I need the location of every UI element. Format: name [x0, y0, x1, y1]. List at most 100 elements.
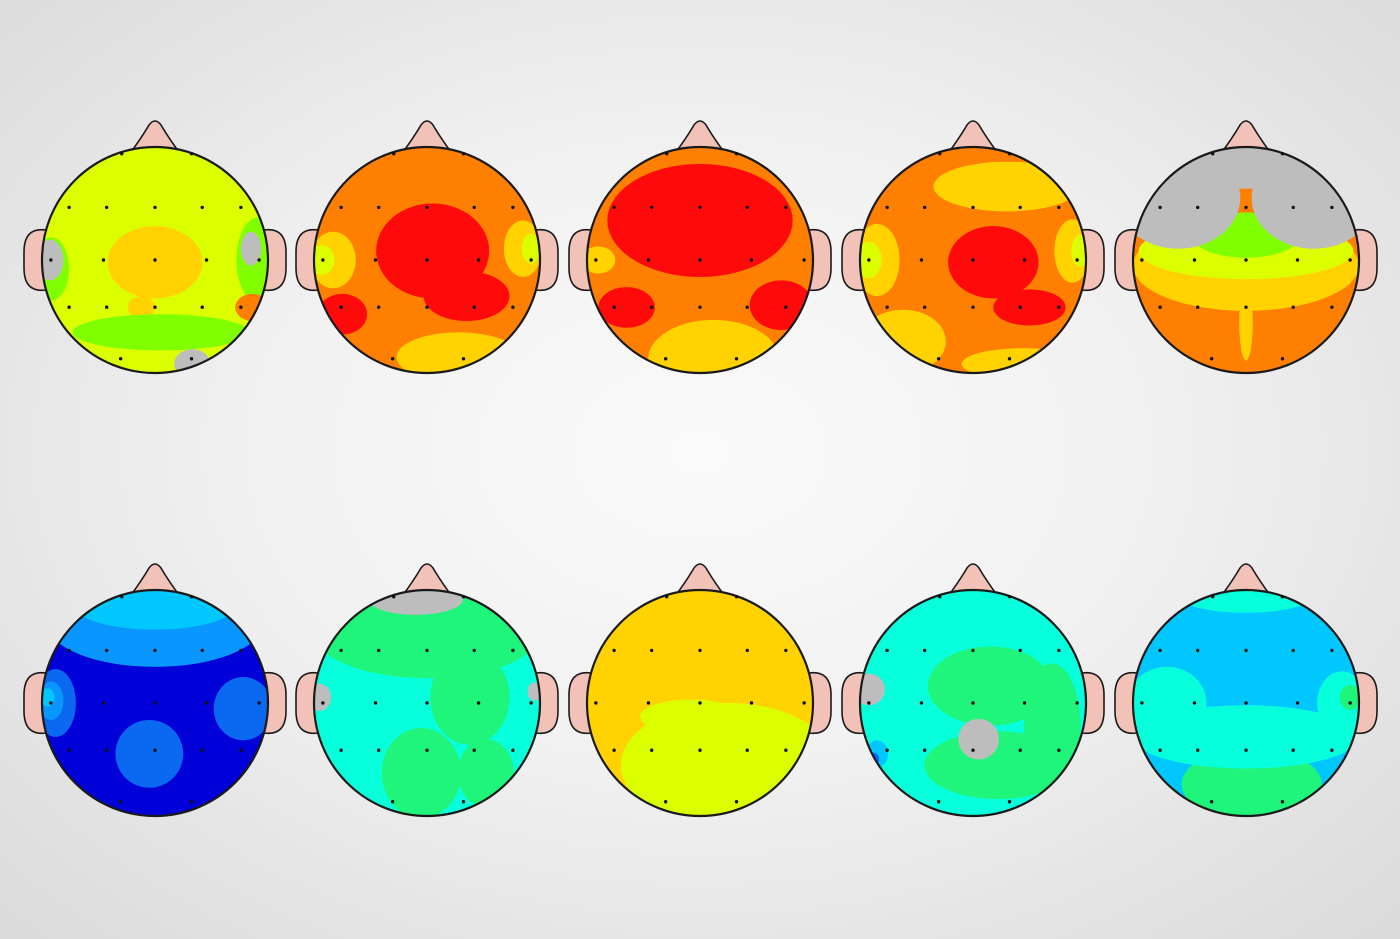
electrode-dot: [376, 648, 381, 653]
activity-region: [430, 649, 510, 745]
electrode-dot: [698, 305, 702, 309]
electrode-dot: [784, 205, 788, 210]
activity-region: [1339, 684, 1359, 710]
electrode-dot: [461, 152, 466, 156]
electrode-dot: [1291, 648, 1295, 653]
electrode-dot: [339, 205, 343, 210]
electrode-dot: [118, 357, 123, 361]
electrode-dot: [1280, 357, 1285, 361]
electrode-dot: [749, 258, 754, 262]
left-ear-shape: [23, 671, 47, 735]
electrode-dot: [698, 205, 702, 210]
activity-region: [127, 296, 155, 319]
activity-region: [958, 718, 999, 760]
electrode-dot: [1158, 748, 1162, 752]
electrode-dot: [529, 701, 533, 705]
right-ear-shape: [263, 671, 287, 735]
electrode-dot: [1330, 305, 1334, 309]
activity-region: [75, 590, 235, 630]
electrode-dot: [1158, 305, 1162, 309]
scalp-outline: [585, 145, 815, 375]
activity-region: [961, 348, 1086, 373]
electrode-dot: [1195, 648, 1200, 653]
electrode-dot: [1211, 595, 1215, 599]
head-map: [841, 563, 1105, 818]
electrode-dot: [511, 748, 515, 752]
nose-shape: [1220, 563, 1272, 596]
electrode-dot: [239, 648, 243, 653]
electrode-dot: [649, 648, 654, 653]
electrode-dot: [461, 800, 466, 804]
electrode-dot: [802, 258, 806, 262]
scalp-color-map: [860, 147, 1086, 373]
electrode-dot: [698, 748, 702, 752]
right-ear-shape: [1081, 228, 1105, 292]
electrode-dot: [1140, 258, 1144, 262]
electrode-dot: [1244, 205, 1248, 210]
head-map: [23, 563, 287, 818]
right-ear-shape: [263, 228, 287, 292]
electrode-dot: [153, 748, 157, 752]
electrode-dot: [885, 205, 889, 210]
scalp-color-map: [587, 590, 813, 816]
electrode-dot: [239, 748, 243, 752]
electrode-dot: [67, 305, 71, 309]
electrode-dot: [1075, 701, 1079, 705]
electrode-dot: [189, 152, 194, 156]
left-ear-shape: [295, 228, 319, 292]
electrode-dot: [594, 258, 598, 262]
electrode-dot: [745, 648, 749, 653]
electrode-dot: [784, 748, 788, 752]
electrode-dot: [104, 648, 109, 653]
electrode-dot: [461, 357, 466, 361]
right-ear-shape: [1081, 671, 1105, 735]
activity-region: [115, 719, 184, 788]
scalp-outline: [40, 588, 270, 818]
electrode-dot: [936, 357, 941, 361]
activity-region: [993, 289, 1066, 326]
electrode-dot: [922, 205, 927, 210]
electrode-dot: [1195, 305, 1200, 309]
electrode-dot: [153, 205, 157, 210]
electrode-dot: [511, 648, 515, 653]
electrode-dot: [321, 258, 325, 262]
electrode-dot: [1244, 748, 1248, 752]
head-map: [23, 120, 287, 375]
activity-region: [648, 319, 780, 373]
electrode-dot: [1330, 205, 1334, 210]
activity-region: [72, 314, 249, 351]
electrode-dot: [204, 701, 209, 705]
scalp-color-map: [1133, 590, 1359, 816]
electrode-dot: [101, 701, 106, 705]
electrode-dot: [922, 748, 927, 752]
electrode-dot: [784, 648, 788, 653]
head-map: [295, 563, 559, 818]
electrode-dot: [885, 748, 889, 752]
activity-region: [381, 727, 461, 816]
electrode-dot: [1244, 701, 1248, 705]
electrode-dot: [919, 701, 924, 705]
electrode-dot: [257, 701, 261, 705]
electrode-dot: [734, 800, 739, 804]
right-ear-shape: [535, 671, 559, 735]
electrode-dot: [200, 648, 204, 653]
head-map: [841, 120, 1105, 375]
nose-shape: [674, 120, 726, 153]
electrode-dot: [867, 701, 871, 705]
electrode-dot: [67, 648, 71, 653]
activity-region: [527, 682, 540, 701]
electrode-dot: [802, 701, 806, 705]
left-ear-shape: [568, 671, 592, 735]
electrode-dot: [938, 595, 942, 599]
activity-region: [598, 287, 655, 328]
electrode-dot: [461, 595, 466, 599]
electrode-dot: [392, 152, 396, 156]
electrode-dot: [120, 152, 124, 156]
electrode-dot: [189, 800, 194, 804]
head-map: [568, 120, 832, 375]
electrode-dot: [971, 305, 975, 309]
left-ear-shape: [841, 228, 865, 292]
electrode-dot: [1018, 648, 1022, 653]
electrode-dot: [1291, 748, 1295, 752]
electrode-dot: [373, 258, 378, 262]
